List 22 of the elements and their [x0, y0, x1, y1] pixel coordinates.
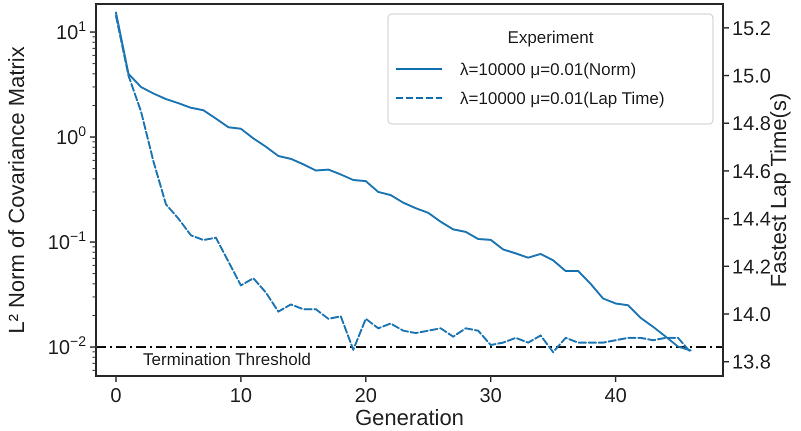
x-tick-label: 30 [480, 385, 502, 407]
x-tick-label: 10 [230, 385, 252, 407]
y-tick-label: 10$^{−2}$ [48, 333, 86, 360]
y2-tick-label: 14.0 [732, 304, 771, 326]
y2-tick-label: 14.6 [732, 160, 771, 183]
y-tick-label: 10$^{−1}$ [48, 228, 86, 254]
y2-tick-label: 15.0 [732, 66, 771, 88]
y2-tick-label: 13.8 [732, 352, 771, 374]
ref-line-label: Termination Threshold [143, 350, 311, 370]
x-axis-title: Generation [355, 405, 464, 430]
y-axis-title: L² Norm of Covariance Matrix [4, 46, 29, 334]
y2-tick-label: 14.4 [732, 208, 771, 231]
y-tick-label: 10$^{0}$ [56, 123, 86, 150]
y2-tick-label: 15.2 [732, 18, 771, 40]
y2-tick-label: 14.8 [732, 113, 771, 136]
x-tick-label: 40 [604, 385, 627, 407]
legend-label: λ=10000 μ=0.01(Lap Time) [460, 89, 664, 108]
x-tick-label: 20 [354, 385, 377, 407]
legend-label: λ=10000 μ=0.01(Norm) [460, 60, 636, 79]
x-tick-label: 0 [110, 385, 122, 407]
y-tick-label: 10$^{1}$ [56, 18, 86, 44]
legend-title: Experiment [508, 28, 594, 47]
